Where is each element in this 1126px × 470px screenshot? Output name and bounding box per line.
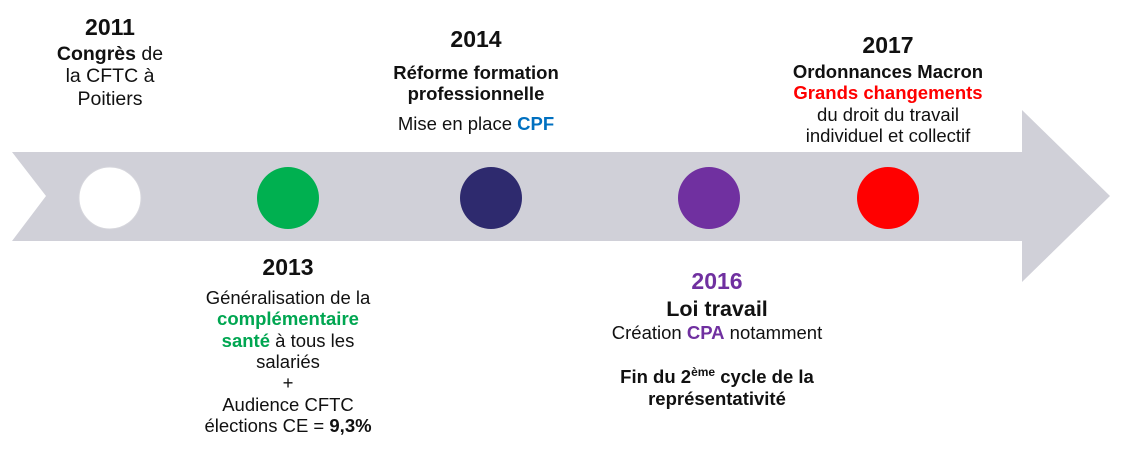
marker-2016 [678,167,740,229]
highlight-text: santé [221,329,270,351]
event-2016: 2016 Loi travail Création CPA notamment … [567,268,867,409]
marker-2014 [460,167,522,229]
highlight-text: complémentaire [217,308,359,330]
event-year: 2017 [862,32,914,58]
event-year: 2011 [85,14,135,40]
highlight-text: CPA [686,321,725,343]
event-year: 2016 [691,268,743,294]
event-description: Réforme formation professionnelle Mise e… [393,61,559,134]
event-title: Loi travail [666,296,768,321]
event-title: Ordonnances Macron [792,60,984,82]
event-2014: 2014 Réforme formation professionnelle M… [346,26,606,134]
event-description: Loi travail Création CPA notamment Fin d… [567,297,867,409]
audience-value: 9,3% [329,415,372,437]
event-2011: 2011 Congrès de la CFTC à Poitiers [15,14,205,111]
marker-2013 [257,167,319,229]
timeline-arrow [12,110,1110,282]
event-title: Congrès [56,42,136,65]
event-year: 2013 [262,254,314,280]
highlight-text: Grands changements [793,82,983,104]
event-description: Généralisation de la complémentaire sant… [204,286,372,437]
cycle-note: Fin du 2ème cycle de la représentativité [620,365,814,409]
event-2013: 2013 Généralisation de la complémentaire… [162,254,414,437]
event-description: Congrès de la CFTC à Poitiers [56,42,164,110]
event-year: 2014 [450,26,502,52]
event-description: Ordonnances Macron Grands changements du… [792,60,984,147]
marker-2017 [857,167,919,229]
highlight-text: CPF [517,112,555,134]
marker-2011 [78,166,142,230]
event-title: Réforme formation [393,61,559,83]
event-2017: 2017 Ordonnances Macron Grands changemen… [748,32,1028,146]
event-title: professionnelle [407,83,545,105]
